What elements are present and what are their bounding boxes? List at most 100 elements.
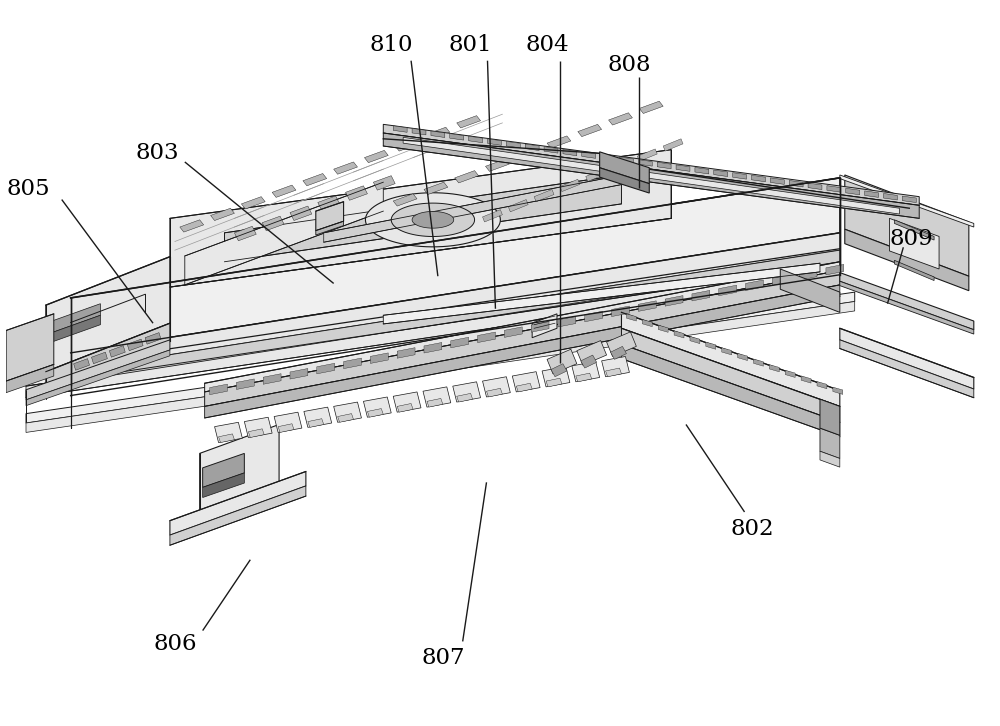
Polygon shape xyxy=(621,344,840,437)
Polygon shape xyxy=(551,364,567,377)
Polygon shape xyxy=(621,328,840,423)
Text: 805: 805 xyxy=(6,179,50,200)
Polygon shape xyxy=(363,397,391,417)
Polygon shape xyxy=(423,387,451,407)
Polygon shape xyxy=(234,227,256,241)
Polygon shape xyxy=(71,233,840,370)
Polygon shape xyxy=(508,200,528,212)
Polygon shape xyxy=(676,165,690,171)
Polygon shape xyxy=(780,269,840,312)
Text: 809: 809 xyxy=(889,228,933,250)
Polygon shape xyxy=(638,301,656,311)
Polygon shape xyxy=(205,262,840,392)
Polygon shape xyxy=(170,486,306,545)
Polygon shape xyxy=(586,169,606,182)
Polygon shape xyxy=(753,359,763,366)
Polygon shape xyxy=(274,412,302,433)
Polygon shape xyxy=(318,196,340,211)
Polygon shape xyxy=(612,306,629,317)
Polygon shape xyxy=(657,162,671,168)
Polygon shape xyxy=(808,183,822,189)
Polygon shape xyxy=(785,370,795,378)
Polygon shape xyxy=(902,196,916,203)
Polygon shape xyxy=(865,191,879,197)
Polygon shape xyxy=(338,414,354,423)
Polygon shape xyxy=(883,193,897,200)
Polygon shape xyxy=(576,373,592,382)
Polygon shape xyxy=(427,399,443,407)
Polygon shape xyxy=(531,322,549,333)
Polygon shape xyxy=(391,203,475,237)
Polygon shape xyxy=(424,182,448,195)
Polygon shape xyxy=(50,315,100,343)
Polygon shape xyxy=(581,355,597,368)
Polygon shape xyxy=(457,393,473,402)
Polygon shape xyxy=(170,150,671,287)
Polygon shape xyxy=(304,407,332,428)
Polygon shape xyxy=(241,197,265,209)
Polygon shape xyxy=(457,115,481,128)
Polygon shape xyxy=(424,343,442,353)
Polygon shape xyxy=(846,188,860,195)
Polygon shape xyxy=(334,402,361,423)
Polygon shape xyxy=(412,129,426,135)
Polygon shape xyxy=(563,150,577,155)
Polygon shape xyxy=(578,124,602,136)
Polygon shape xyxy=(46,323,170,390)
Polygon shape xyxy=(600,168,649,193)
Polygon shape xyxy=(71,250,840,382)
Polygon shape xyxy=(820,399,840,436)
Polygon shape xyxy=(46,257,170,372)
Polygon shape xyxy=(215,423,242,443)
Polygon shape xyxy=(224,175,621,262)
Polygon shape xyxy=(26,249,840,386)
Polygon shape xyxy=(826,264,844,275)
Polygon shape xyxy=(751,175,765,182)
Polygon shape xyxy=(455,171,479,183)
Polygon shape xyxy=(714,170,728,176)
Polygon shape xyxy=(383,264,820,324)
Polygon shape xyxy=(303,174,327,186)
Polygon shape xyxy=(516,383,532,392)
Polygon shape xyxy=(639,101,663,113)
Text: 810: 810 xyxy=(369,34,413,56)
Polygon shape xyxy=(397,348,415,358)
Polygon shape xyxy=(602,356,629,377)
Polygon shape xyxy=(894,261,934,280)
Polygon shape xyxy=(600,152,649,184)
Polygon shape xyxy=(690,336,700,343)
Polygon shape xyxy=(334,162,357,174)
Polygon shape xyxy=(483,377,510,397)
Polygon shape xyxy=(395,139,419,151)
Polygon shape xyxy=(719,285,737,295)
Polygon shape xyxy=(840,281,974,334)
Polygon shape xyxy=(211,208,234,221)
Polygon shape xyxy=(674,331,684,338)
Polygon shape xyxy=(26,350,170,406)
Polygon shape xyxy=(772,274,790,285)
Polygon shape xyxy=(370,353,388,364)
Polygon shape xyxy=(26,340,170,400)
Polygon shape xyxy=(451,338,469,348)
Polygon shape xyxy=(219,434,234,443)
Polygon shape xyxy=(609,113,632,125)
Polygon shape xyxy=(820,452,840,467)
Polygon shape xyxy=(585,311,603,322)
Polygon shape xyxy=(799,269,817,280)
Polygon shape xyxy=(383,124,919,205)
Polygon shape xyxy=(801,376,811,383)
Polygon shape xyxy=(770,178,784,184)
Polygon shape xyxy=(546,378,562,387)
Polygon shape xyxy=(638,160,652,166)
Polygon shape xyxy=(210,384,227,395)
Polygon shape xyxy=(316,202,344,231)
Polygon shape xyxy=(180,220,204,232)
Polygon shape xyxy=(244,417,272,438)
Polygon shape xyxy=(486,159,509,171)
Polygon shape xyxy=(889,219,939,269)
Polygon shape xyxy=(621,312,840,407)
Polygon shape xyxy=(769,364,779,372)
Polygon shape xyxy=(6,364,54,393)
Polygon shape xyxy=(317,363,335,374)
Polygon shape xyxy=(560,179,580,192)
